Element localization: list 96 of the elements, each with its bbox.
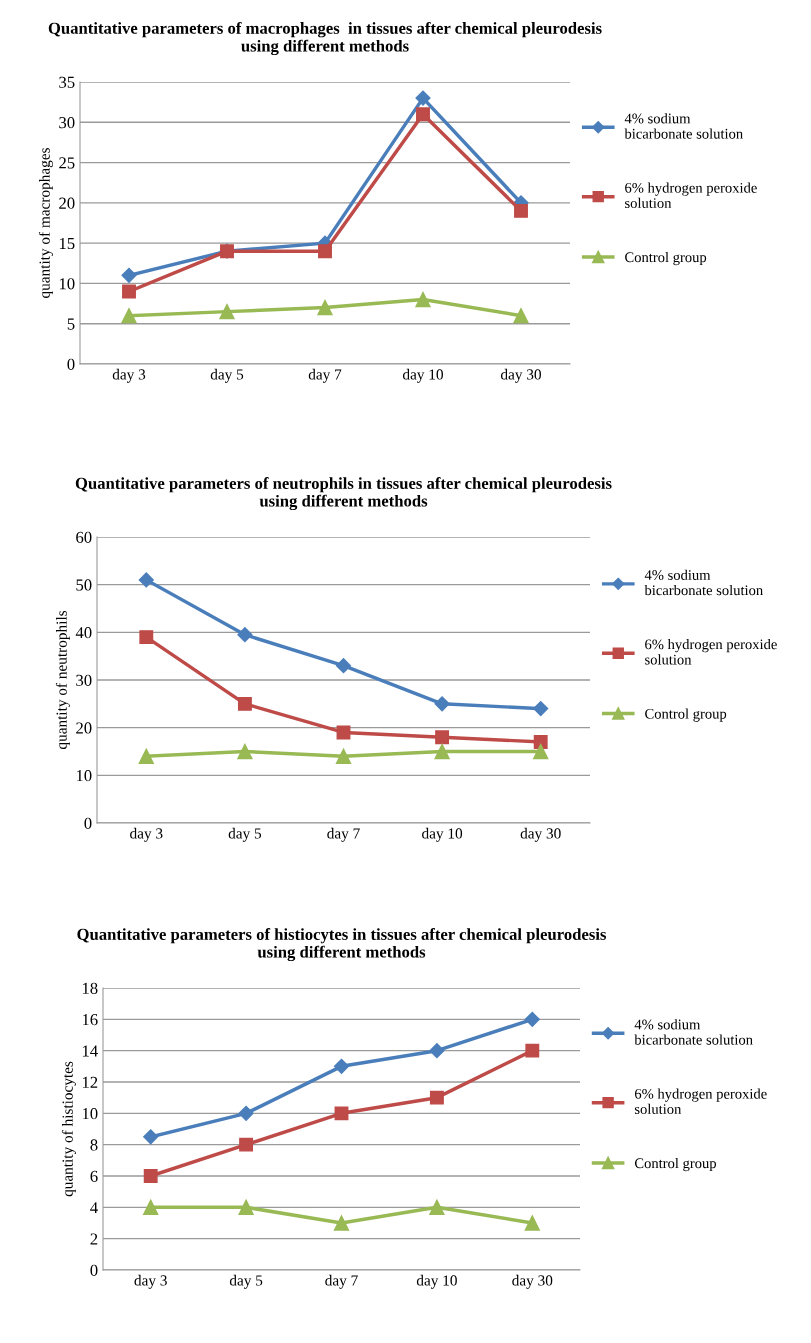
x-tick-label: day 10 [416, 1274, 457, 1289]
y-tick-label: 20 [59, 197, 75, 209]
point [434, 696, 450, 712]
y-tick-label: 30 [76, 674, 92, 686]
point [429, 1090, 444, 1105]
chart-title: Quantitative parameters of histiocytes in tissues after chemical pleurodesis using different methods [77, 928, 607, 962]
x-tick-label: day 7 [308, 368, 342, 383]
legend-label: 6% hydrogen peroxide solution [625, 182, 757, 209]
y-tick-label: 30 [59, 116, 75, 129]
point [333, 1215, 350, 1231]
point [122, 284, 136, 299]
x-tick-label: day 7 [327, 827, 360, 842]
y-tick-label: 10 [59, 278, 75, 290]
point [415, 90, 431, 106]
y-axis-title: quantity of histiocytes [61, 1061, 76, 1197]
y-tick-label: 60 [76, 531, 92, 543]
y-tick-label: 35 [59, 76, 75, 88]
y-axis-title: quantity of neutrophils [55, 610, 70, 750]
y-tick-label: 50 [76, 579, 92, 591]
x-tick-label: day 5 [210, 368, 244, 383]
y-tick-label: 25 [59, 157, 75, 169]
point [415, 291, 431, 308]
y-tick-label: 0 [84, 817, 92, 829]
point [429, 1199, 445, 1215]
y-tick-label: 6 [90, 1170, 98, 1182]
y-tick-label: 10 [76, 770, 92, 782]
y-tick-label: 14 [82, 1045, 98, 1057]
legend-label: 4% sodium bicarbonate solution [644, 569, 763, 596]
point [237, 627, 253, 643]
legend-label: Control group [625, 251, 707, 266]
y-tick-label: 0 [90, 1264, 98, 1276]
point [434, 743, 450, 760]
y-tick-label: 12 [82, 1076, 98, 1088]
legend-label: 6% hydrogen peroxide solution [634, 1088, 767, 1115]
y-tick-label: 8 [90, 1139, 98, 1151]
y-tick-label: 5 [67, 318, 75, 330]
point [334, 1106, 349, 1121]
y-tick-label: 18 [82, 982, 98, 994]
point [524, 1215, 540, 1231]
legend-label: 6% hydrogen peroxide solution [645, 638, 777, 665]
x-tick-label: day 30 [512, 1274, 553, 1289]
point [416, 107, 430, 122]
x-tick-label: day 10 [422, 827, 463, 842]
point [514, 203, 528, 218]
y-tick-label: 20 [76, 722, 92, 734]
point [533, 735, 548, 749]
point [143, 1129, 159, 1145]
point [121, 308, 137, 324]
chart-title: Quantitative parameters of neutrophils in tissues after chemical pleurodesis using different methods [75, 477, 612, 511]
x-tick-label: day 30 [500, 368, 541, 383]
y-tick-label: 40 [75, 627, 92, 639]
x-tick-label: day 30 [520, 827, 561, 842]
y-axis-title: quantity of macrophages [38, 148, 53, 298]
y-tick-label: 10 [82, 1108, 98, 1120]
x-tick-label: day 5 [229, 1274, 263, 1289]
point [238, 1105, 254, 1121]
point [333, 1058, 350, 1074]
point [237, 743, 253, 760]
x-tick-label: day 3 [134, 1274, 167, 1289]
point [318, 244, 332, 259]
point [138, 748, 154, 764]
point [143, 1199, 159, 1215]
point [524, 1011, 540, 1027]
legend-label: 4% sodium bicarbonate solution [624, 113, 743, 139]
point [435, 730, 450, 745]
x-tick-label: day 3 [130, 827, 163, 842]
x-tick-label: day 10 [402, 368, 443, 383]
point [335, 658, 352, 674]
y-tick-label: 4 [90, 1202, 98, 1214]
x-tick-label: day 5 [228, 827, 262, 842]
point [513, 308, 529, 324]
y-tick-label: 16 [82, 1014, 98, 1026]
point [139, 630, 154, 645]
point [533, 701, 549, 717]
point [533, 743, 549, 760]
y-tick-label: 15 [59, 237, 75, 250]
x-tick-label: day 3 [112, 368, 146, 383]
y-tick-label: 0 [67, 358, 75, 370]
point [219, 303, 235, 320]
chart-title: Quantitative parameters of macrophages in tissues after chemical pleurodesis using different methods [48, 21, 602, 56]
point [143, 1169, 158, 1183]
legend-label: 4% sodium bicarbonate solution [634, 1019, 753, 1045]
point [336, 725, 351, 740]
legend-label: Control group [634, 1157, 717, 1172]
point [525, 1043, 540, 1058]
point [138, 572, 154, 588]
point [429, 1043, 445, 1059]
point [237, 696, 252, 711]
point [238, 1199, 254, 1215]
legend-label: Control group [645, 708, 727, 722]
point [335, 748, 352, 764]
x-tick-label: day 7 [325, 1274, 358, 1289]
point [239, 1137, 254, 1152]
point [317, 299, 333, 316]
point [121, 267, 137, 283]
y-tick-label: 2 [90, 1233, 98, 1245]
